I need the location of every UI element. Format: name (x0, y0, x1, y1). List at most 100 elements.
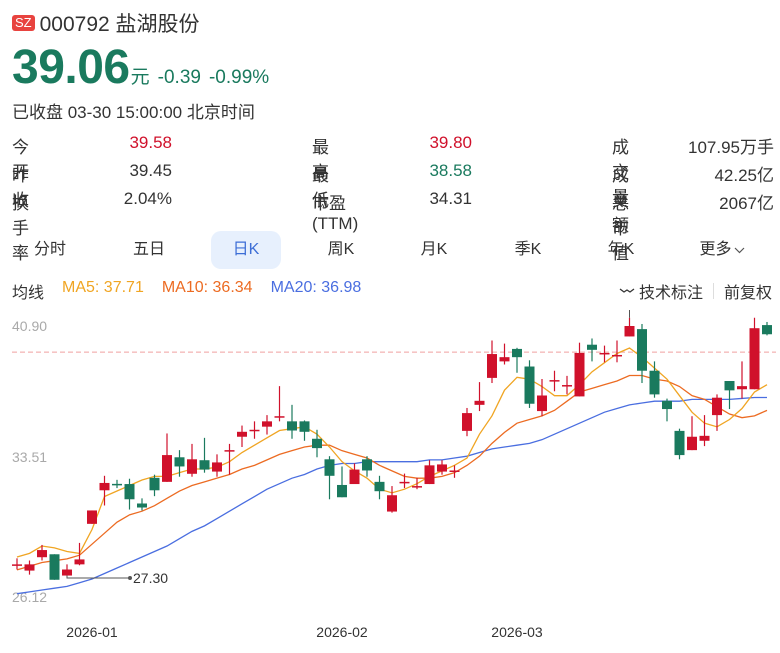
candle[interactable] (424, 465, 435, 485)
stat-label: 今开 (12, 138, 29, 182)
candle[interactable] (99, 482, 110, 491)
stat-value: 2067亿 (719, 194, 774, 213)
candle[interactable] (199, 460, 210, 470)
x-axis-label: 2026-01 (66, 624, 118, 640)
price-unit: 元 (130, 67, 150, 88)
tab-6[interactable]: 年K (607, 241, 635, 258)
candle[interactable] (299, 421, 310, 432)
candle[interactable] (312, 438, 322, 449)
candles (12, 317, 772, 580)
candle[interactable] (137, 503, 147, 508)
candle[interactable] (487, 354, 497, 378)
tab-0[interactable]: 分时 (33, 241, 66, 258)
candle[interactable] (24, 564, 35, 571)
candle[interactable] (324, 459, 335, 476)
candle[interactable] (524, 366, 535, 404)
candle[interactable] (399, 481, 410, 484)
candle[interactable] (262, 421, 272, 427)
candle[interactable] (624, 326, 635, 337)
stat-value: 39.45 (129, 161, 172, 180)
candle[interactable] (687, 436, 697, 451)
stat-value: 39.58 (129, 133, 172, 152)
stat-label: 昨收 (12, 166, 29, 210)
price-change-pct: -0.99% (208, 67, 270, 88)
kline-chart[interactable]: 40.9033.5126.122026-012026-022026-0340.9… (0, 310, 780, 653)
candle[interactable] (337, 484, 347, 498)
stat-value: 34.31 (429, 189, 472, 208)
candle[interactable] (474, 400, 485, 405)
candle[interactable] (674, 430, 685, 456)
candle[interactable] (62, 569, 72, 576)
candle[interactable] (187, 459, 197, 474)
candle[interactable] (637, 329, 647, 371)
candle[interactable] (749, 328, 760, 390)
candle[interactable] (224, 450, 235, 452)
ma10-value: MA10: 36.34 (161, 279, 253, 296)
divider (712, 283, 714, 299)
candle[interactable] (512, 348, 522, 358)
candle[interactable] (37, 550, 47, 558)
candle[interactable] (437, 464, 447, 472)
candle[interactable] (537, 395, 547, 412)
candle[interactable] (699, 435, 710, 441)
candle[interactable] (49, 554, 60, 580)
current-price: 39.06 (12, 41, 130, 94)
candle[interactable] (237, 431, 247, 437)
stat-value: 42.25亿 (714, 166, 774, 185)
candle[interactable] (162, 455, 172, 482)
candle[interactable] (462, 413, 472, 431)
stat-label: 最低 (312, 166, 329, 210)
candle[interactable] (499, 357, 510, 362)
candle[interactable] (112, 483, 122, 486)
annotation-toggle[interactable]: 技术标注 (619, 279, 703, 303)
adjust-button[interactable]: 前复权 (723, 285, 772, 302)
min-annotation-line (66, 575, 130, 579)
tab-7[interactable]: 更多 (687, 231, 757, 269)
stat-value: 2.04% (123, 189, 172, 208)
candle[interactable] (724, 381, 735, 391)
candle[interactable] (662, 400, 672, 410)
candle[interactable] (574, 352, 585, 397)
candle[interactable] (274, 416, 285, 418)
annotation-label: 技术标注 (638, 285, 703, 302)
tab-1[interactable]: 五日 (132, 241, 165, 258)
candle[interactable] (737, 386, 747, 390)
stock-title: 000792 盐湖股份 (39, 13, 200, 36)
tab-3[interactable]: 周K (327, 241, 355, 258)
stat-label: 最高 (312, 138, 329, 182)
candle[interactable] (287, 421, 297, 431)
candle[interactable] (587, 344, 597, 350)
candle[interactable] (149, 477, 160, 491)
chart-tools: 技术标注 前复权 (619, 279, 772, 303)
stat-value: 39.80 (429, 133, 472, 152)
tab-4[interactable]: 月K (420, 241, 448, 258)
candle[interactable] (362, 459, 372, 471)
tab-2[interactable]: 日K (211, 231, 281, 269)
candle[interactable] (612, 354, 622, 357)
candle[interactable] (87, 510, 97, 524)
candle[interactable] (349, 469, 360, 485)
candle[interactable] (599, 352, 610, 355)
candle[interactable] (387, 495, 397, 512)
candle[interactable] (762, 325, 772, 335)
candle[interactable] (712, 397, 722, 416)
candle[interactable] (124, 484, 135, 500)
candle[interactable] (412, 486, 422, 488)
candle[interactable] (549, 380, 560, 382)
ma-legend-title: 均线 (12, 285, 45, 302)
x-axis-label: 2026-02 (316, 624, 368, 640)
candle[interactable] (562, 385, 572, 387)
y-axis-label: 33.51 (12, 449, 47, 465)
candle[interactable] (74, 559, 85, 565)
candle[interactable] (174, 457, 185, 467)
candle[interactable] (249, 429, 260, 432)
period-tabs: 分时 五日 日K 周K 月K 季K 年K 更多 (0, 231, 780, 269)
candle[interactable] (212, 462, 222, 472)
candle[interactable] (649, 370, 660, 395)
candle[interactable] (374, 481, 385, 492)
candle[interactable] (12, 564, 22, 566)
stat-value: 107.95万手 (688, 138, 774, 157)
candle[interactable] (449, 470, 460, 472)
stat-label: 成交量 (612, 138, 629, 207)
tab-5[interactable]: 季K (514, 241, 542, 258)
